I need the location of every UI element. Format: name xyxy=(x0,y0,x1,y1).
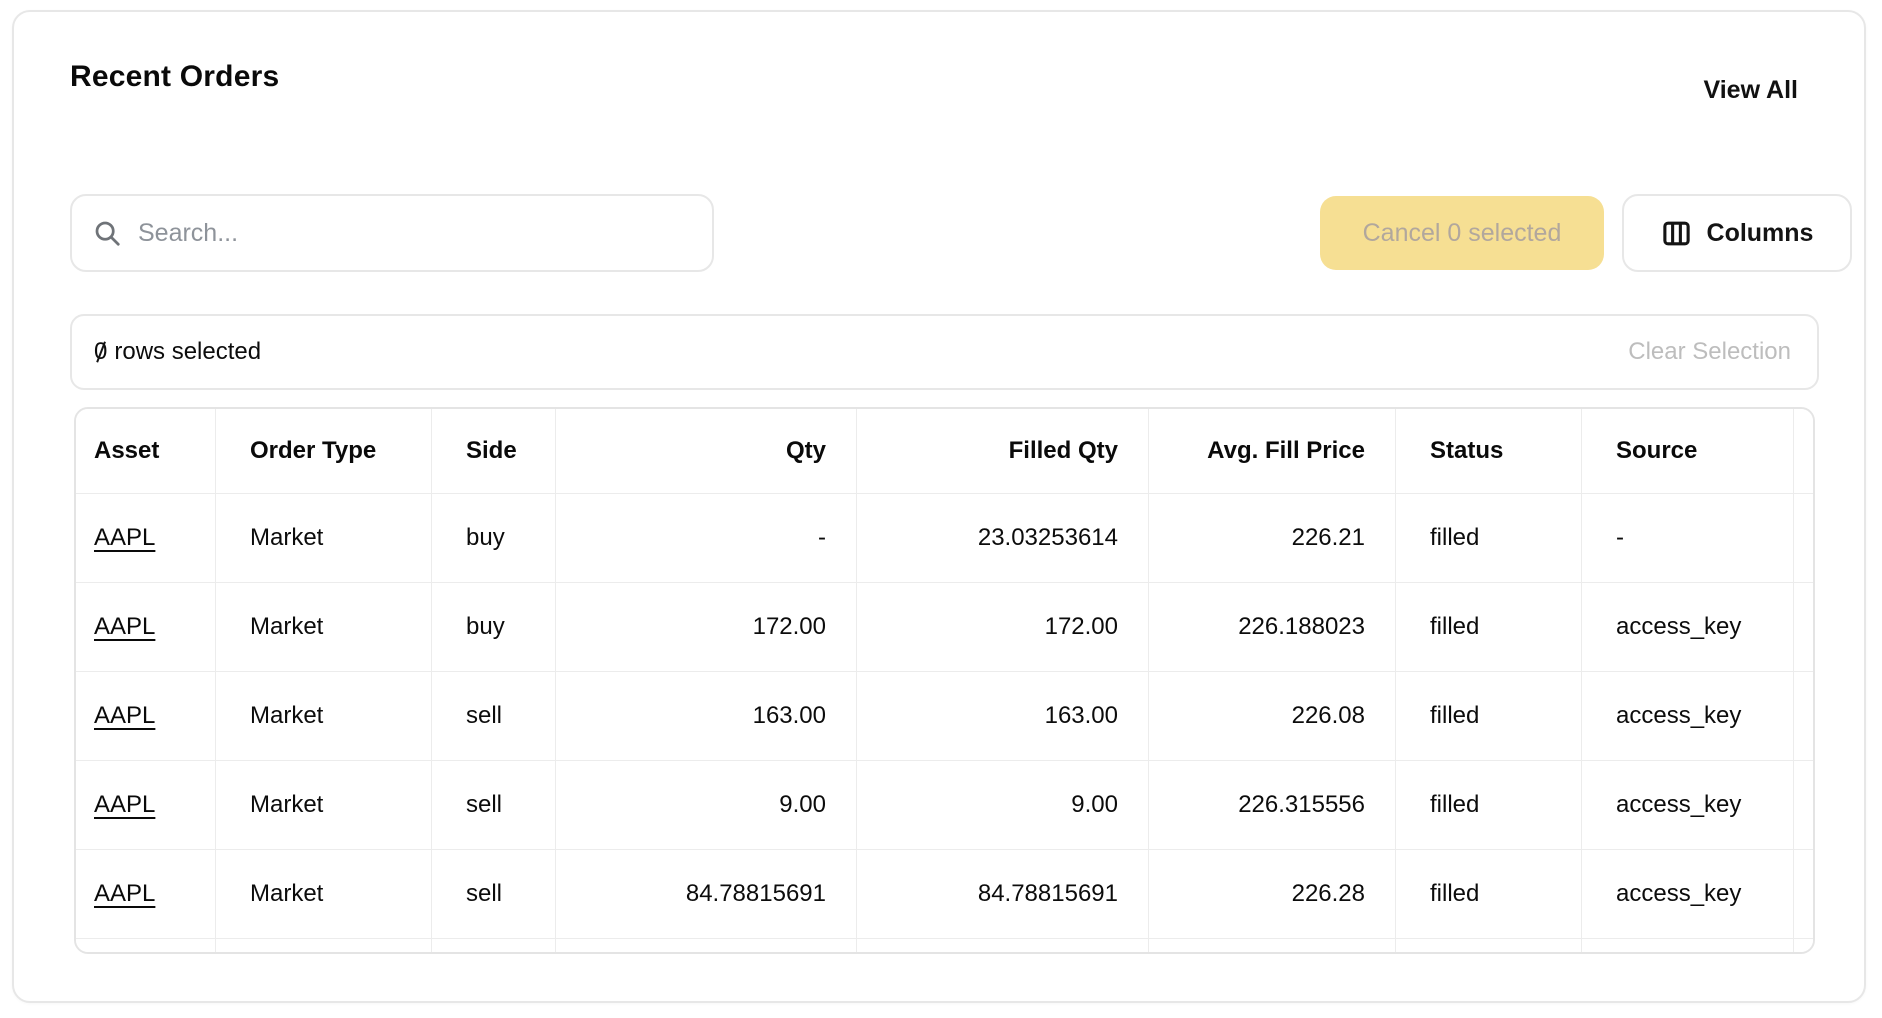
column-header-order_type: Order Type xyxy=(216,409,432,494)
filler-cell xyxy=(1794,494,1813,583)
orders-table-container: Asset Order Type Side Qty Filled Qty Avg. Fil… xyxy=(74,407,1815,954)
cell-source: access_key xyxy=(1582,850,1794,939)
cell-asset: AAPL xyxy=(76,672,216,761)
cell-order_type: Market xyxy=(216,850,432,939)
cell-qty: - xyxy=(556,494,857,583)
column-header-qty: Qty xyxy=(556,409,857,494)
recent-orders-table: Asset Order Type Side Qty Filled Qty Avg. Fil… xyxy=(76,409,1813,952)
selection-bar: 0 rows selected Clear Selection xyxy=(70,314,1819,390)
cell-filled_qty: 84.78815691 xyxy=(857,850,1149,939)
column-header-filled_qty: Filled Qty xyxy=(857,409,1149,494)
empty-cell xyxy=(556,939,857,952)
cell-source: access_key xyxy=(1582,583,1794,672)
empty-cell xyxy=(1582,939,1794,952)
cell-status: filled xyxy=(1396,672,1582,761)
empty-cell xyxy=(1396,939,1582,952)
selected-count: 0 xyxy=(94,338,108,365)
cell-status: filled xyxy=(1396,761,1582,850)
empty-cell xyxy=(76,939,216,952)
recent-orders-card: Recent Orders View All Cancel 0 selected… xyxy=(12,10,1866,1003)
cell-asset: AAPL xyxy=(76,761,216,850)
columns-icon xyxy=(1661,218,1692,249)
cell-avg_fill_price: 226.08 xyxy=(1149,672,1396,761)
column-header-source: Source xyxy=(1582,409,1794,494)
asset-link[interactable]: AAPL xyxy=(94,524,156,551)
cell-avg_fill_price: 226.28 xyxy=(1149,850,1396,939)
cell-qty: 163.00 xyxy=(556,672,857,761)
filler-cell xyxy=(1794,761,1813,850)
cell-side: sell xyxy=(432,672,556,761)
filler-cell xyxy=(1794,672,1813,761)
cell-filled_qty: 172.00 xyxy=(857,583,1149,672)
cell-avg_fill_price: 226.21 xyxy=(1149,494,1396,583)
cell-asset: AAPL xyxy=(76,850,216,939)
cell-side: buy xyxy=(432,583,556,672)
empty-cell xyxy=(216,939,432,952)
cancel-selected-button[interactable]: Cancel 0 selected xyxy=(1320,196,1604,270)
empty-cell xyxy=(1794,939,1813,952)
cell-asset: AAPL xyxy=(76,583,216,672)
cell-filled_qty: 9.00 xyxy=(857,761,1149,850)
cell-side: sell xyxy=(432,850,556,939)
search-box[interactable] xyxy=(70,194,714,272)
asset-link[interactable]: AAPL xyxy=(94,613,156,640)
asset-link[interactable]: AAPL xyxy=(94,702,156,729)
table-row[interactable]: AAPL Market buy -23.03253614 226.21 filled - xyxy=(76,494,1813,583)
cell-asset: AAPL xyxy=(76,494,216,583)
asset-link[interactable]: AAPL xyxy=(94,880,156,907)
search-icon xyxy=(92,218,122,248)
column-header-asset: Asset xyxy=(76,409,216,494)
filler-column-header xyxy=(1794,409,1813,494)
table-row-partial xyxy=(76,939,1813,952)
table-header: Asset Order Type Side Qty Filled Qty Avg. Fil… xyxy=(76,409,1813,494)
cell-qty: 84.78815691 xyxy=(556,850,857,939)
cell-filled_qty: 163.00 xyxy=(857,672,1149,761)
empty-cell xyxy=(1149,939,1396,952)
empty-cell xyxy=(432,939,556,952)
selected-label: rows selected xyxy=(114,338,262,365)
columns-button-label: Columns xyxy=(1706,218,1814,247)
column-header-status: Status xyxy=(1396,409,1582,494)
cell-side: sell xyxy=(432,761,556,850)
cell-order_type: Market xyxy=(216,583,432,672)
column-header-avg_fill_price: Avg. Fill Price xyxy=(1149,409,1396,494)
table-row[interactable]: AAPL Market buy 172.00 172.00 226.188023 fille… xyxy=(76,583,1813,672)
cell-qty: 172.00 xyxy=(556,583,857,672)
cell-qty: 9.00 xyxy=(556,761,857,850)
page-title: Recent Orders xyxy=(70,60,280,93)
clear-selection-button[interactable]: Clear Selection xyxy=(1628,338,1791,365)
filler-cell xyxy=(1794,850,1813,939)
cell-order_type: Market xyxy=(216,494,432,583)
table-row[interactable]: AAPL Market sell 9.00 9.00 226.315556 filled ac… xyxy=(76,761,1813,850)
cell-avg_fill_price: 226.188023 xyxy=(1149,583,1396,672)
cell-status: filled xyxy=(1396,494,1582,583)
search-input[interactable] xyxy=(138,218,692,248)
cell-filled_qty: 23.03253614 xyxy=(857,494,1149,583)
table-row[interactable]: AAPL Market sell 163.00 163.00 226.08 filled ac… xyxy=(76,672,1813,761)
column-header-side: Side xyxy=(432,409,556,494)
view-all-link[interactable]: View All xyxy=(1703,76,1798,104)
columns-button[interactable]: Columns xyxy=(1622,194,1852,272)
cell-avg_fill_price: 226.315556 xyxy=(1149,761,1396,850)
cell-source: access_key xyxy=(1582,672,1794,761)
cell-order_type: Market xyxy=(216,672,432,761)
cell-status: filled xyxy=(1396,583,1582,672)
cell-status: filled xyxy=(1396,850,1582,939)
rows-selected-text: 0 rows selected xyxy=(94,338,261,366)
empty-cell xyxy=(857,939,1149,952)
cell-source: - xyxy=(1582,494,1794,583)
filler-cell xyxy=(1794,583,1813,672)
cell-source: access_key xyxy=(1582,761,1794,850)
table-row[interactable]: AAPL Market sell 84.78815691 84.78815691 226.… xyxy=(76,850,1813,939)
asset-link[interactable]: AAPL xyxy=(94,791,156,818)
cell-side: buy xyxy=(432,494,556,583)
cell-order_type: Market xyxy=(216,761,432,850)
